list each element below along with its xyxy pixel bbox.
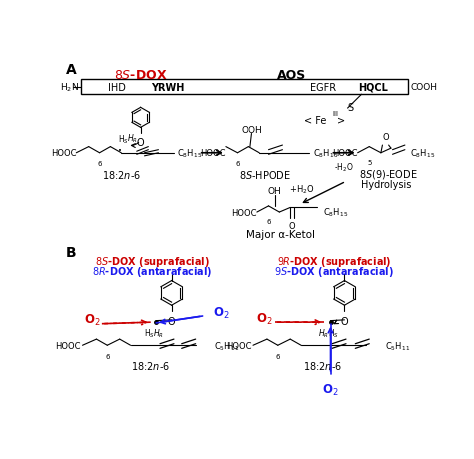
Text: < Fe: < Fe xyxy=(304,115,327,125)
Text: HOOC: HOOC xyxy=(201,149,226,158)
Text: H$_S$: H$_S$ xyxy=(328,327,339,340)
Text: HOOC: HOOC xyxy=(231,208,257,217)
Text: 18:2$\mathit{n}$-6: 18:2$\mathit{n}$-6 xyxy=(303,359,342,371)
Text: 18:2$\mathit{n}$-6: 18:2$\mathit{n}$-6 xyxy=(131,359,170,371)
Text: O$_2$: O$_2$ xyxy=(255,311,272,326)
Text: IHD: IHD xyxy=(109,82,126,92)
Text: 6: 6 xyxy=(235,161,240,167)
Text: Major α-Ketol: Major α-Ketol xyxy=(246,230,315,240)
Text: S: S xyxy=(347,102,354,112)
Text: $\mathit{9R}$-DOX (suprafacial): $\mathit{9R}$-DOX (suprafacial) xyxy=(277,255,392,269)
Text: COOH: COOH xyxy=(410,83,438,92)
Text: YRWH: YRWH xyxy=(151,82,184,92)
Text: 18:2$\mathit{n}$-6: 18:2$\mathit{n}$-6 xyxy=(102,169,141,181)
Text: EGFR: EGFR xyxy=(310,82,336,92)
Text: H$_S$: H$_S$ xyxy=(144,327,155,340)
Text: 6: 6 xyxy=(105,353,109,359)
Text: $\mathit{8S}$-DOX: $\mathit{8S}$-DOX xyxy=(114,69,167,82)
Text: $\mathit{9S}$-DOX (antarafacial): $\mathit{9S}$-DOX (antarafacial) xyxy=(274,264,394,278)
Text: +H$_2$O: +H$_2$O xyxy=(290,183,315,196)
Text: -H$_2$O: -H$_2$O xyxy=(334,161,354,174)
Text: HOOC: HOOC xyxy=(51,149,76,158)
Bar xyxy=(81,80,408,95)
Text: O$_2$: O$_2$ xyxy=(83,313,100,328)
Text: 8$\mathit{S}$-HPODE: 8$\mathit{S}$-HPODE xyxy=(239,169,291,181)
Text: 6: 6 xyxy=(97,161,102,167)
Text: HQCL: HQCL xyxy=(358,82,388,92)
Text: C$_8$H$_{15}$: C$_8$H$_{15}$ xyxy=(177,147,202,160)
Text: H$_S$: H$_S$ xyxy=(118,133,129,146)
Text: O: O xyxy=(168,316,175,326)
Text: C$_5$H$_{11}$: C$_5$H$_{11}$ xyxy=(385,339,410,352)
Text: HOOC: HOOC xyxy=(55,341,81,350)
Text: 6: 6 xyxy=(266,219,271,225)
Text: C$_5$H$_{11}$: C$_5$H$_{11}$ xyxy=(214,339,239,352)
Text: A: A xyxy=(65,63,76,77)
Text: III: III xyxy=(332,111,338,117)
Text: HOOC: HOOC xyxy=(226,341,251,350)
Text: Hydrolysis: Hydrolysis xyxy=(362,179,412,189)
Text: O: O xyxy=(341,316,348,326)
Text: H$_R$: H$_R$ xyxy=(128,133,138,145)
Text: C$_8$H$_{15}$: C$_8$H$_{15}$ xyxy=(323,207,348,219)
Text: 6: 6 xyxy=(275,353,280,359)
Text: OH: OH xyxy=(268,187,282,196)
Text: O: O xyxy=(137,138,145,148)
Text: O$_2$: O$_2$ xyxy=(213,306,229,321)
Text: >: > xyxy=(337,115,345,125)
Text: 8$\mathit{S}$(9)-EODE: 8$\mathit{S}$(9)-EODE xyxy=(359,167,418,180)
Text: AOS: AOS xyxy=(277,69,306,82)
Text: •: • xyxy=(118,148,122,154)
Text: HOOC: HOOC xyxy=(332,149,357,158)
Text: H$_R$: H$_R$ xyxy=(318,327,329,340)
Text: O: O xyxy=(382,133,389,142)
Text: 5: 5 xyxy=(367,160,372,166)
Text: B: B xyxy=(65,246,76,260)
Text: O$_2$: O$_2$ xyxy=(322,381,339,397)
Text: C$_8$H$_{15}$: C$_8$H$_{15}$ xyxy=(313,147,338,160)
Text: O: O xyxy=(289,222,295,231)
Text: $\mathit{8R}$-DOX (antarafacial): $\mathit{8R}$-DOX (antarafacial) xyxy=(92,264,212,278)
Text: C$_8$H$_{15}$: C$_8$H$_{15}$ xyxy=(410,147,435,160)
Text: OOH: OOH xyxy=(241,125,262,134)
Text: $\mathit{8S}$-DOX (suprafacial): $\mathit{8S}$-DOX (suprafacial) xyxy=(95,255,210,269)
Text: H$_2$N: H$_2$N xyxy=(60,81,80,94)
Text: H$_R$: H$_R$ xyxy=(153,327,164,340)
